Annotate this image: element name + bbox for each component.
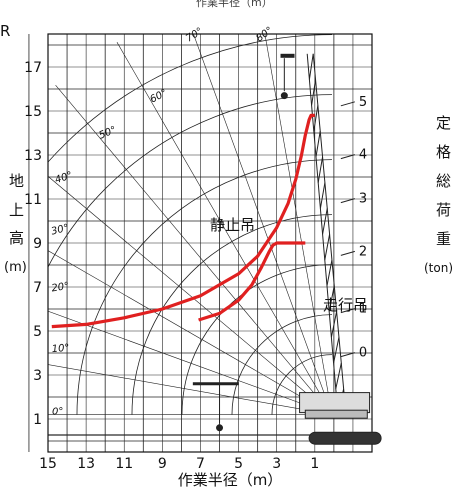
boom-length-arc xyxy=(48,34,332,163)
y-tick-label: 9 xyxy=(33,236,42,252)
crane-track xyxy=(308,431,382,445)
boom-lacing xyxy=(328,285,335,312)
right-label-unit: (ton) xyxy=(424,261,454,275)
load-tick-label: 4 xyxy=(359,148,367,163)
ground-line xyxy=(48,434,372,436)
load-tick xyxy=(340,250,355,256)
y-tick-label: 11 xyxy=(24,192,42,208)
x-tick-label: 13 xyxy=(77,456,95,472)
boom-angle-line xyxy=(193,34,333,415)
boom-length-arc xyxy=(48,94,332,269)
boom-angle-line xyxy=(48,175,333,415)
boom-lacing xyxy=(326,259,333,286)
x-tick-label: 1 xyxy=(310,456,319,472)
load-tick-label: 3 xyxy=(359,192,367,207)
boom-tip xyxy=(280,53,295,58)
load-tick xyxy=(340,198,355,204)
series-label-moving: 走行吊 xyxy=(323,296,368,314)
y-label-char-2: 上 xyxy=(9,201,25,219)
plot-frame xyxy=(47,33,373,453)
boom-length-arc xyxy=(131,214,332,415)
side-hook xyxy=(216,424,224,432)
boom-length-arc xyxy=(231,314,332,415)
y-tick-label: 7 xyxy=(33,280,42,296)
boom-angle-line xyxy=(264,34,333,415)
y-tick-label: 3 xyxy=(33,368,42,384)
load-tick-label: 5 xyxy=(359,95,367,110)
boom-angle-label: 0° xyxy=(52,407,63,418)
right-label-char-2: 格 xyxy=(436,143,452,161)
boom-chord xyxy=(312,53,347,415)
boom-length-arc xyxy=(76,159,332,415)
series-line-1 xyxy=(51,113,315,329)
boom-lacing xyxy=(324,234,331,261)
boom-length-arc xyxy=(271,354,332,415)
boom-angle-label: 10° xyxy=(51,343,70,355)
x-tick-label: 15 xyxy=(39,456,57,472)
boom-lacing xyxy=(333,337,340,364)
load-tick-label: 2 xyxy=(359,244,367,259)
boom-lacing xyxy=(317,156,324,183)
series-label-static: 静止吊 xyxy=(210,216,255,234)
y-tick-label: 15 xyxy=(24,104,42,120)
boom-angle-label: 50° xyxy=(98,125,119,142)
grid-lines xyxy=(28,34,373,452)
corner-letter: R xyxy=(0,22,11,40)
boom-lacing xyxy=(308,53,314,80)
boom-lacing xyxy=(335,362,342,389)
boom-angle-label: 20° xyxy=(51,281,70,295)
load-tick xyxy=(340,101,355,107)
x-tick-label: 7 xyxy=(196,456,205,472)
boom-lacing xyxy=(311,79,317,106)
x-tick-label: 5 xyxy=(234,456,243,472)
boom-angle-line xyxy=(48,364,333,415)
boom-angle-lines xyxy=(48,34,333,415)
load-tick-label: 0 xyxy=(359,346,367,361)
y-tick-label: 5 xyxy=(33,324,42,340)
right-label-char-4: 荷 xyxy=(436,201,452,219)
load-tick xyxy=(340,308,355,314)
series-line-2 xyxy=(198,241,306,322)
boom-angle-label: 30° xyxy=(50,223,70,238)
boom-lacing xyxy=(330,311,338,338)
crane-illustration xyxy=(192,53,382,445)
top-axis-label-fragment: 作業半径（m） xyxy=(196,0,273,9)
boom-angle-line xyxy=(48,250,333,415)
right-label-char-1: 定 xyxy=(436,114,452,132)
load-tick xyxy=(340,352,355,358)
hook-block xyxy=(280,92,288,100)
x-tick-label: 9 xyxy=(158,456,167,472)
boom-angle-line xyxy=(48,310,333,415)
boom-angle-line xyxy=(55,85,333,415)
boom-angle-label: 40° xyxy=(54,170,74,186)
right-label-char-3: 総 xyxy=(436,172,452,190)
x-tick-label: 3 xyxy=(272,456,281,472)
x-tick-label: 11 xyxy=(115,456,133,472)
crane-cab xyxy=(299,392,371,414)
boom-lacing xyxy=(315,131,321,157)
y-label-char-3: 高 xyxy=(9,229,25,247)
x-axis-label: 作業半径（m） xyxy=(178,471,283,489)
boom-lacing xyxy=(322,208,328,235)
boom-angle-label: 70° xyxy=(184,26,205,45)
y-tick-label: 17 xyxy=(24,60,42,76)
load-tick-label: 1 xyxy=(359,302,367,317)
load-tick xyxy=(340,154,355,160)
y-label-unit: (m) xyxy=(4,260,27,275)
boom-lacing xyxy=(319,182,326,209)
y-tick-label: 1 xyxy=(33,412,42,428)
y-tick-label: 13 xyxy=(24,148,42,164)
boom-lacing xyxy=(313,105,319,132)
right-label-char-5: 重 xyxy=(436,230,452,248)
y-label-char-1: 地 xyxy=(9,172,25,190)
boom-angle-label: 60° xyxy=(148,88,169,106)
boom-angle-line xyxy=(116,42,333,415)
crane-deck xyxy=(304,409,368,419)
